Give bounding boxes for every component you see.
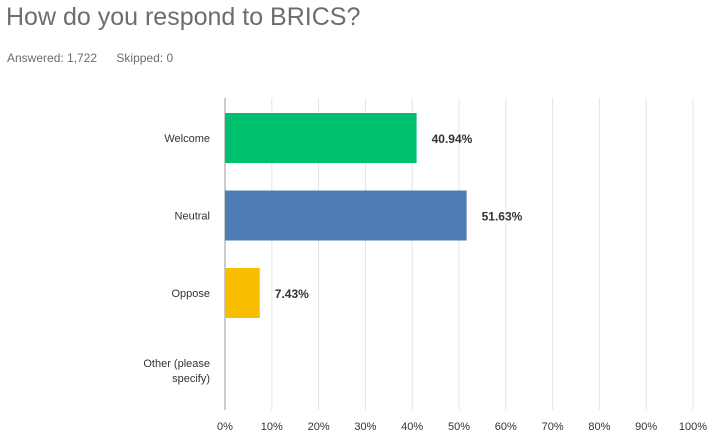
x-tick-label: 10% [261,421,283,433]
x-tick-label: 20% [308,421,330,433]
value-label: 40.94% [432,132,473,146]
x-tick-label: 90% [635,421,657,433]
bar [225,113,417,163]
value-label: 7.43% [275,287,309,301]
bars [225,113,467,318]
x-tick-label: 40% [401,421,423,433]
category-label: Other (please [143,358,210,370]
x-tick-label: 50% [448,421,470,433]
x-tick-label: 100% [679,421,707,433]
value-labels: 40.94% 51.63% 7.43% [275,132,523,301]
category-label: Welcome [164,133,210,145]
category-label: specify) [172,373,210,385]
answered-count: Answered: 1,722 [7,51,98,65]
skipped-count: Skipped: 0 [116,51,174,65]
bar [225,268,260,318]
category-labels: Welcome Neutral Oppose Other (please specify… [143,133,210,385]
x-tick-label: 60% [495,421,517,433]
question-title: How do you respond to BRICS? [6,3,361,31]
category-label: Oppose [171,288,210,300]
gridlines [224,98,694,410]
x-tick-label: 80% [588,421,610,433]
response-stats: Answered: 1,722 Skipped: 0 [7,51,173,65]
value-label: 51.63% [482,210,523,224]
x-tick-label: 30% [354,421,376,433]
x-axis: 0% 10% 20% 30% 40% 50% 60% 70% 80% 90% 100% [217,421,707,433]
bar [225,190,467,241]
x-tick-label: 0% [217,421,233,433]
x-tick-label: 70% [542,421,564,433]
category-label: Neutral [175,211,210,223]
